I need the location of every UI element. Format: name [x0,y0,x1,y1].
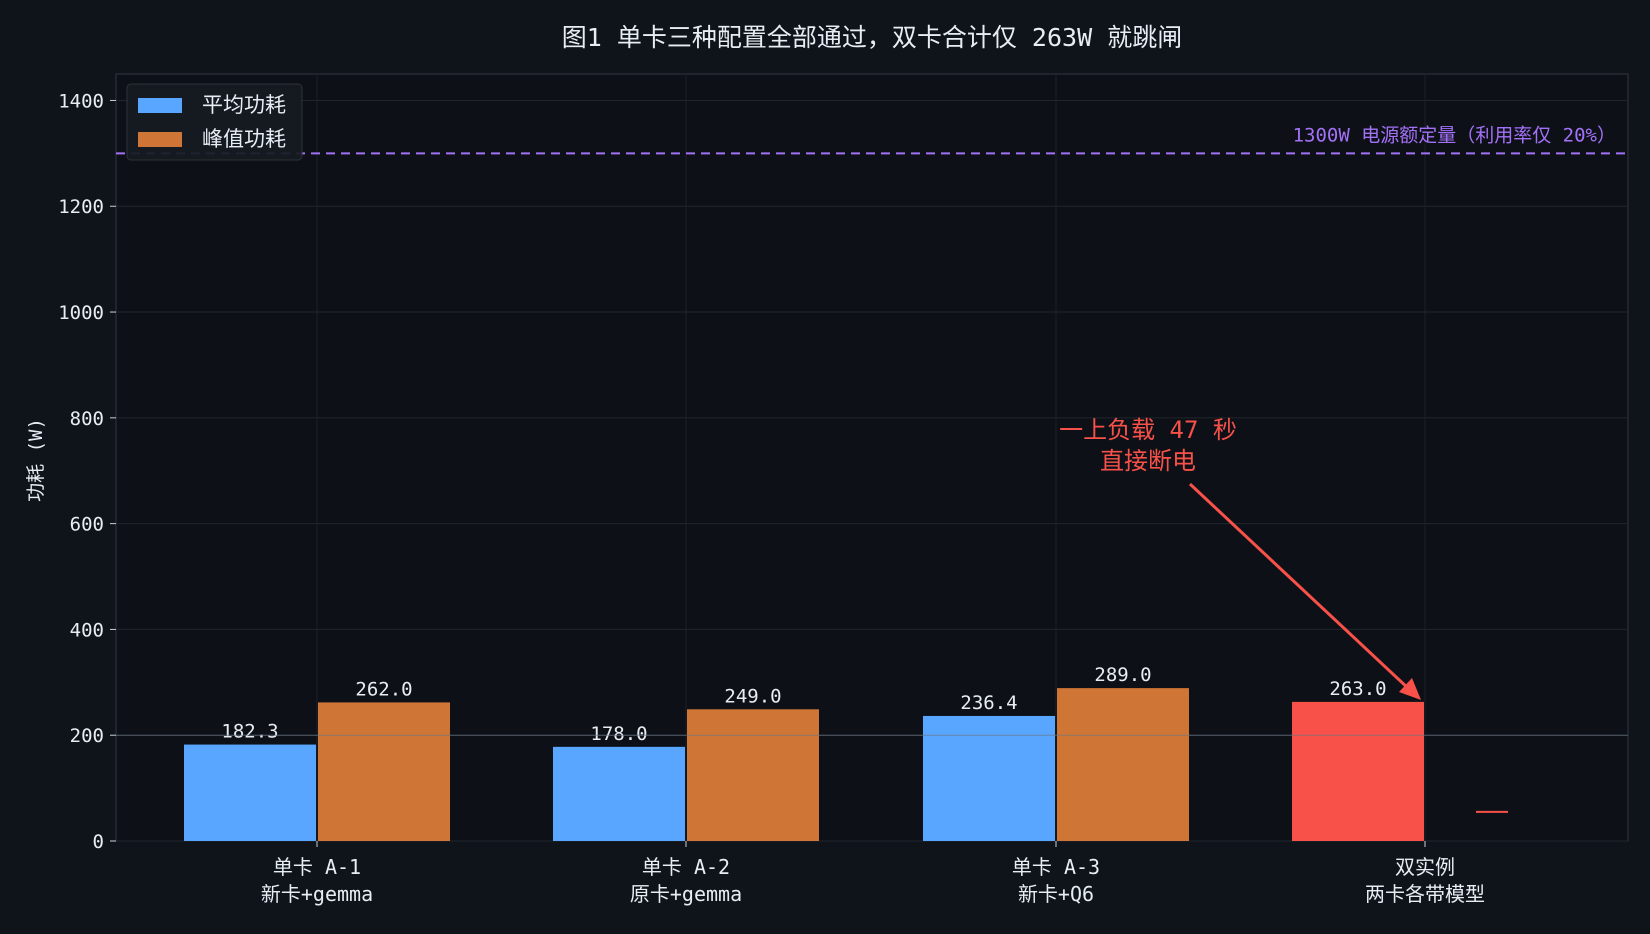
y-tick-label: 1400 [58,90,104,112]
annotation-text-line2: 直接断电 [1100,447,1196,475]
bar-value-label-dual: 263.0 [1329,678,1386,700]
y-tick-label: 200 [70,725,104,747]
legend-swatch-peak [138,132,182,147]
bar-peak-power [318,702,450,841]
x-tick-label-line2: 两卡各带模型 [1365,882,1485,906]
bar-avg-power [184,744,316,841]
annotation-arrow-head [1399,678,1421,700]
x-tick-label-line1: 双实例 [1395,855,1455,879]
x-tick-label-line2: 原卡+gemma [630,882,742,906]
y-tick-label: 1200 [58,196,104,218]
x-tick-label-line1: 单卡 A-2 [642,855,730,879]
y-tick-label: 400 [70,619,104,641]
bar-peak-power [1057,688,1189,841]
bar-value-label-peak: 289.0 [1094,664,1151,686]
legend-swatch-avg [138,98,182,113]
y-tick-label: 800 [70,408,104,430]
bar-value-label-avg: 182.3 [221,721,278,743]
annotation-arrow-shaft [1188,482,1412,692]
reference-line-label: 1300W 电源额定量（利用率仅 20%） [1293,124,1616,146]
x-tick-label-line1: 单卡 A-3 [1012,855,1100,879]
y-tick-label: 0 [93,831,104,853]
bar-dual-instance [1292,701,1424,841]
bar-value-label-avg: 178.0 [590,723,647,745]
x-tick-label-line2: 新卡+gemma [261,882,373,906]
bar-peak-power [687,709,819,841]
legend-label-avg: 平均功耗 [202,93,286,117]
y-tick-label: 1000 [58,302,104,324]
bar-avg-power [923,715,1055,841]
legend-label-peak: 峰值功耗 [202,127,286,151]
bar-avg-power [553,746,685,841]
x-tick-label-line1: 单卡 A-1 [273,855,361,879]
y-tick-label: 600 [70,514,104,536]
bar-value-label-peak: 262.0 [355,678,412,700]
annotation-text-line1: 一上负载 47 秒 [1059,416,1237,444]
y-axis-label: 功耗 (W) [25,418,47,502]
chart-title: 图1 单卡三种配置全部通过，双卡合计仅 263W 就跳闸 [562,23,1182,52]
bar-value-label-avg: 236.4 [960,692,1017,714]
bar-value-label-peak: 249.0 [724,685,781,707]
x-tick-label-line2: 新卡+Q6 [1018,882,1094,906]
